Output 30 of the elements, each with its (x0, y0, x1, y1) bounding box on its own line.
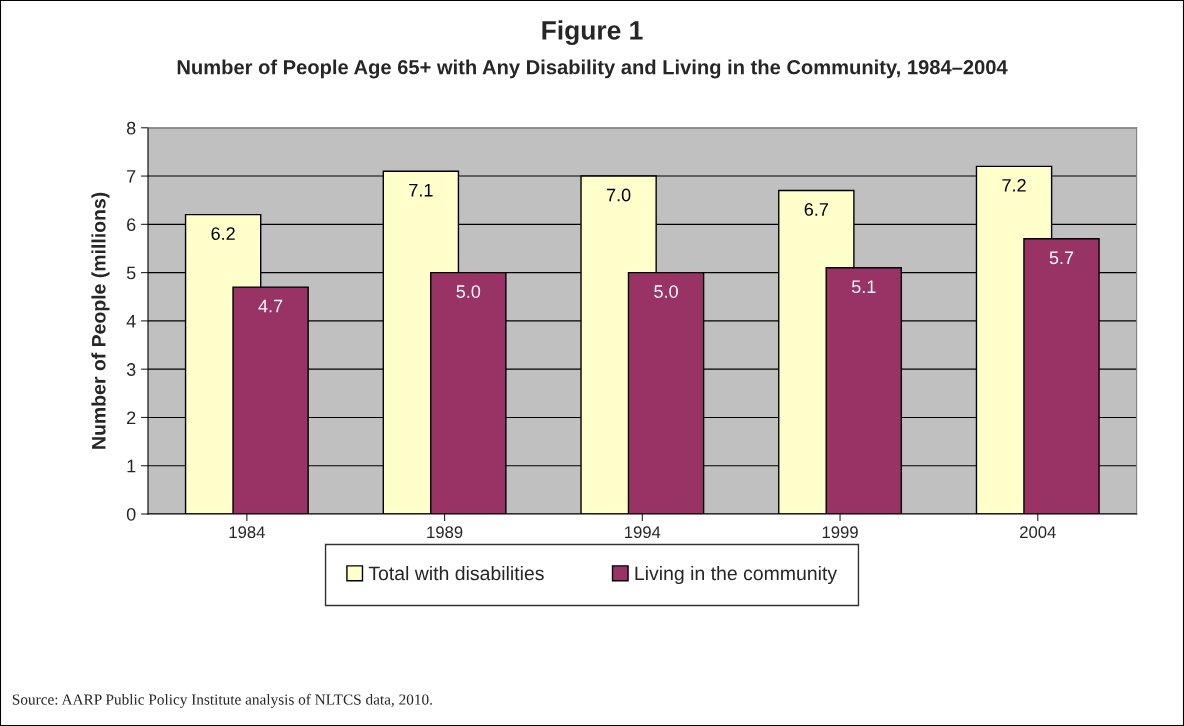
chart-title: Figure 1 (542, 20, 643, 46)
legend-label: Total with disabilities (368, 565, 544, 581)
y-tick-label: 1 (127, 459, 136, 473)
y-axis-title: Number of People (millions) (91, 192, 110, 449)
legend-label: Living in the community (635, 565, 838, 585)
data-label: 5.1 (851, 280, 876, 294)
y-tick-label: 6 (127, 218, 136, 232)
source-note: Source: AARP Public Policy Institute analysis of NLTCS data, 2010. (12, 693, 432, 708)
x-tick-label: 1989 (427, 526, 463, 539)
y-tick-label: 3 (126, 363, 136, 376)
y-tick-label: 7 (127, 170, 136, 183)
y-tick-label: 5 (126, 266, 136, 280)
data-label: 5.0 (456, 285, 481, 298)
y-tick-label: 0 (126, 507, 136, 521)
data-label: 7.1 (409, 183, 433, 197)
x-tick-label: 1984 (229, 526, 265, 539)
data-label: 6.2 (211, 227, 235, 241)
data-label: 6.7 (804, 203, 828, 216)
x-tick-label: 1999 (822, 526, 858, 539)
y-tick-label: 2 (127, 411, 136, 424)
data-label: 7.2 (1002, 178, 1026, 192)
x-tick-label: 1994 (625, 526, 661, 539)
y-tick-label: 8 (126, 121, 136, 135)
data-label: 4.7 (258, 299, 283, 313)
y-tick-label: 4 (126, 315, 136, 328)
data-label: 5.0 (654, 285, 678, 298)
chart-subtitle: Number of People Age 65+ with Any Disability and Living in the Community, 1984–2004 (177, 59, 1008, 79)
data-label: 5.7 (1049, 251, 1074, 265)
data-label: 7.0 (606, 188, 631, 202)
x-tick-label: 2004 (1020, 526, 1056, 539)
